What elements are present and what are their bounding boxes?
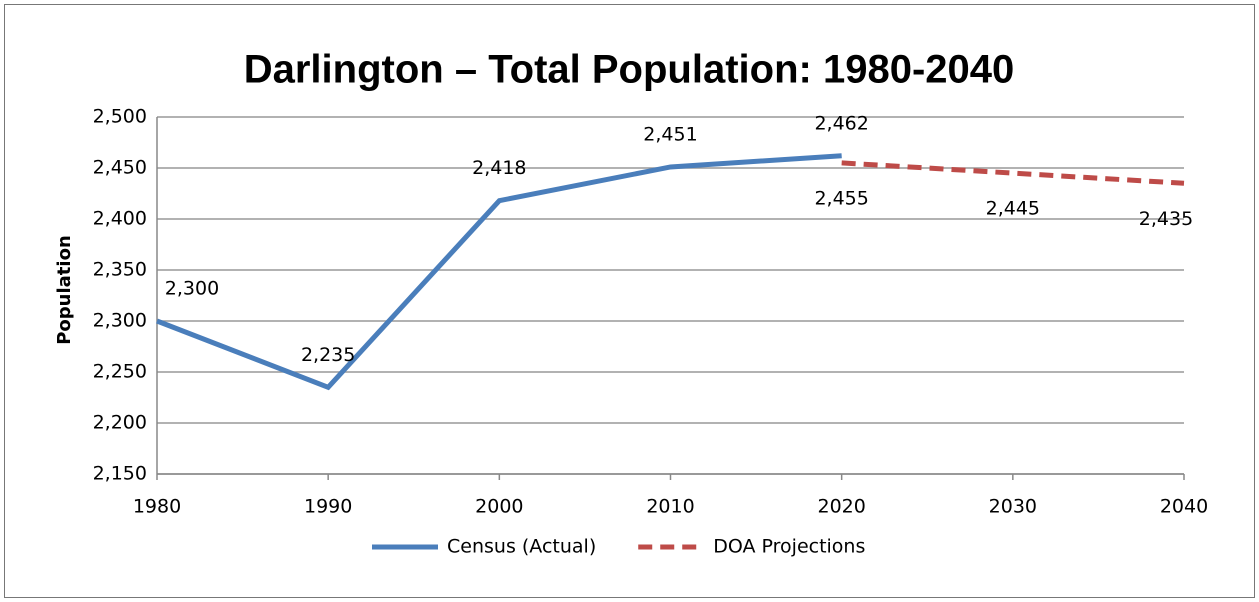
x-tick-label: 2000 [475, 496, 523, 518]
y-tick-label: 2,350 [93, 259, 147, 281]
frame [4, 4, 1255, 598]
y-tick-label: 2,150 [93, 463, 147, 485]
data-label: 2,462 [814, 112, 868, 134]
series-line [841, 160, 1185, 186]
y-tick-label: 2,300 [93, 310, 147, 332]
y-axis-label: Population [54, 235, 75, 345]
data-label: 2,451 [643, 123, 697, 145]
y-tick-label: 2,450 [93, 157, 147, 179]
y-tick-label: 2,200 [93, 412, 147, 434]
x-tick-label: 2030 [989, 496, 1037, 518]
data-label: 2,235 [301, 344, 355, 366]
x-tick-label: 2020 [817, 496, 865, 518]
series-line [156, 153, 842, 391]
chart-title: Darlington – Total Population: 1980-2040 [244, 48, 1015, 92]
legend-label: Census (Actual) [447, 536, 596, 558]
y-tick-label: 2,400 [93, 208, 147, 230]
data-label: 2,418 [472, 157, 526, 179]
data-label: 2,445 [986, 198, 1040, 220]
x-tick-label: 2010 [646, 496, 694, 518]
data-label: 2,455 [814, 187, 868, 209]
y-tick-label: 2,500 [93, 106, 147, 128]
data-label: 2,435 [1139, 208, 1193, 230]
legend-label: DOA Projections [713, 536, 865, 558]
x-tick-label: 2040 [1160, 496, 1208, 518]
data-label: 2,300 [165, 278, 219, 300]
x-tick-label: 1990 [304, 496, 352, 518]
x-tick-label: 1980 [133, 496, 181, 518]
y-tick-label: 2,250 [93, 361, 147, 383]
